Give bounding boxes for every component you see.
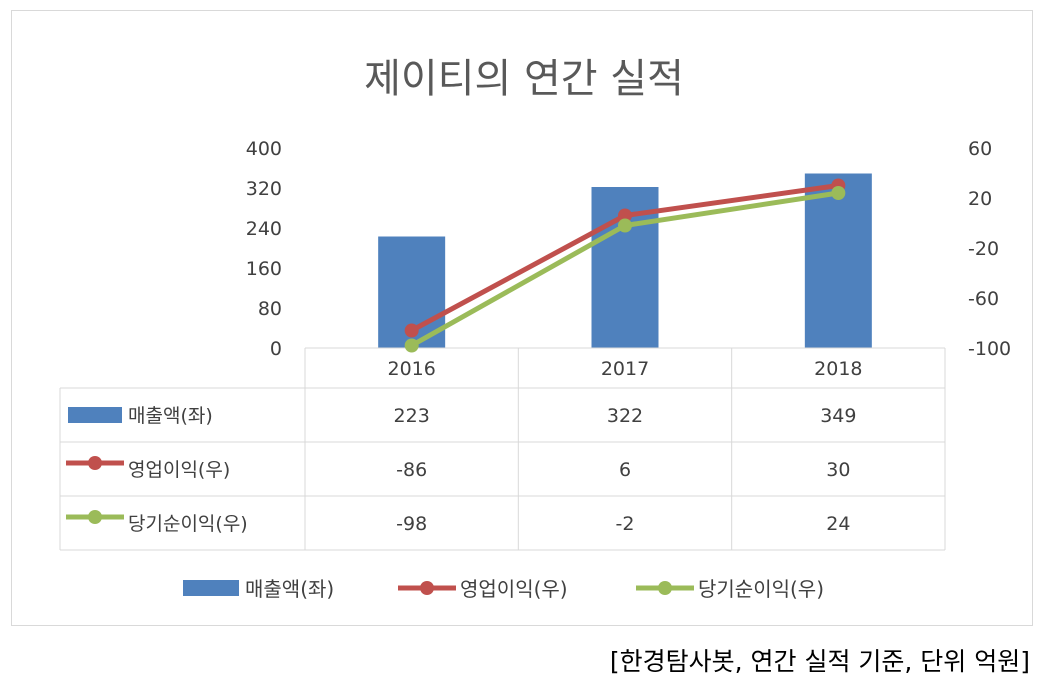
right-axis-tick-label: -100	[968, 338, 1011, 360]
right-axis-tick-label: 20	[968, 188, 992, 210]
footnote: [한경탐사봇, 연간 실적 기준, 단위 억원]	[610, 647, 1030, 676]
right-axis-tick-label: -20	[968, 238, 999, 260]
table-cell-value: 6	[619, 459, 631, 481]
line-series	[404, 178, 846, 353]
left-axis-tick-label: 0	[270, 338, 282, 360]
left-axis-tick-label: 320	[246, 178, 282, 200]
bar	[804, 173, 872, 348]
table-series-name: 당기순이익(우)	[128, 513, 248, 535]
right-axis-ticks: -100 -60 -20 20 60	[968, 138, 1011, 360]
left-axis-tick-label: 240	[246, 218, 282, 240]
right-axis-tick-label: -60	[968, 288, 999, 310]
right-axis-tick-label: 60	[968, 138, 992, 160]
table-series-name: 매출액(좌)	[128, 405, 213, 427]
table-cell-value: 223	[394, 405, 430, 427]
table-cell-value: 24	[826, 513, 850, 535]
table-cell-value: 349	[820, 405, 856, 427]
legend-label: 당기순이익(우)	[698, 577, 824, 601]
category-label: 2017	[601, 358, 649, 380]
legend: 매출액(좌) 영업이익(우) 당기순이익(우)	[183, 577, 824, 601]
series-point	[404, 323, 419, 338]
data-table: 2016 2017 2018 매출액(좌) 223 322 349 영업이익(우) -86 6 30…	[59, 347, 946, 551]
chart-title: 제이티의 연간 실적	[364, 56, 684, 102]
legend-label: 영업이익(우)	[460, 577, 568, 601]
series-point	[618, 208, 632, 223]
legend-label: 매출액(좌)	[245, 577, 334, 601]
left-axis-tick-label: 400	[246, 138, 282, 160]
table-cell-value: -98	[396, 513, 427, 535]
series-point	[404, 338, 419, 353]
series-point	[618, 218, 632, 233]
left-axis-ticks: 0 80 160 240 320 400	[246, 138, 282, 360]
table-legend-key	[88, 510, 102, 524]
category-label: 2018	[814, 358, 862, 380]
table-cell-value: 30	[826, 459, 850, 481]
table-legend-key	[68, 407, 122, 423]
series-point	[831, 186, 846, 200]
legend-key	[420, 581, 434, 595]
table-cell-value: 322	[607, 405, 643, 427]
category-label: 2016	[387, 358, 435, 380]
table-legend-key	[88, 456, 102, 470]
table-cell-value: -2	[616, 513, 635, 535]
table-series-name: 영업이익(우)	[128, 459, 230, 481]
left-axis-tick-label: 160	[246, 258, 282, 280]
table-cell-value: -86	[396, 459, 427, 481]
left-axis-tick-label: 80	[258, 298, 282, 320]
bar-series	[378, 173, 872, 348]
legend-key	[183, 580, 239, 596]
legend-key	[658, 581, 672, 595]
